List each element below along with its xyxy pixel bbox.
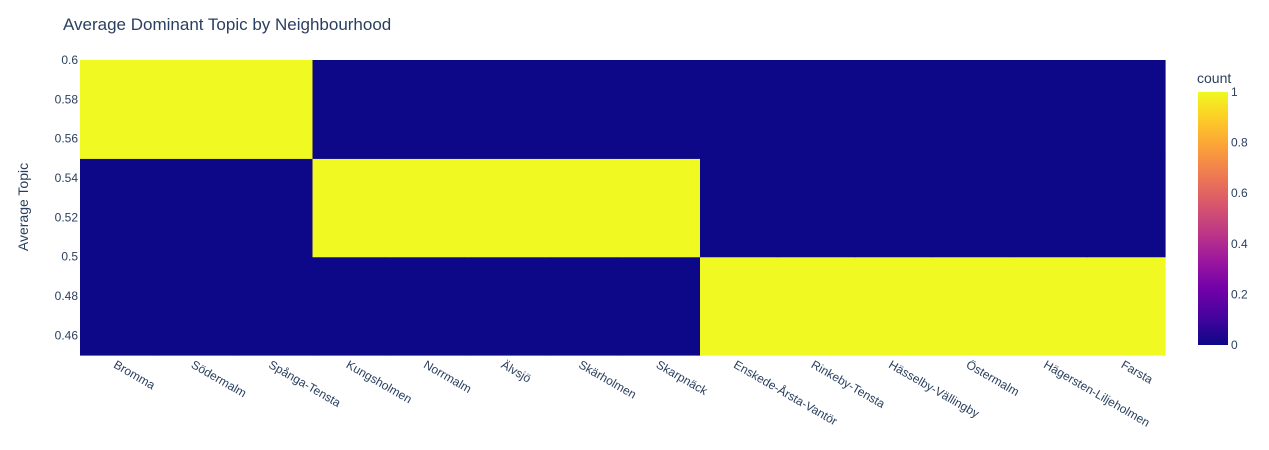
colorbar-tick-label: 0 xyxy=(1231,338,1238,352)
heatmap-cell xyxy=(390,158,469,258)
heatmap-cell xyxy=(235,256,314,356)
heatmap-cell xyxy=(312,256,391,356)
heatmap-cell xyxy=(622,256,701,356)
heatmap-cell xyxy=(700,60,779,159)
heatmap-cell xyxy=(1087,256,1166,356)
x-tick-label: Älvsjö xyxy=(499,357,534,385)
heatmap-cell xyxy=(1087,60,1166,159)
chart-title: Average Dominant Topic by Neighbourhood xyxy=(63,15,391,34)
heatmap-cell xyxy=(777,60,856,159)
heatmap-cell xyxy=(80,158,159,258)
colorbar-title: count xyxy=(1197,70,1231,86)
heatmap-cell xyxy=(622,158,701,258)
colorbar xyxy=(1198,92,1228,345)
heatmap-cell xyxy=(80,60,159,159)
y-tick-label: 0.54 xyxy=(55,171,79,185)
heatmap-cell xyxy=(390,60,469,159)
heatmap-cell xyxy=(777,256,856,356)
heatmap-cell xyxy=(467,60,546,159)
y-axis-ticks: 0.46 0.48 0.5 0.52 0.54 0.56 0.58 0.6 xyxy=(55,53,79,342)
heatmap-cell xyxy=(1010,256,1089,356)
heatmap-cell xyxy=(1087,158,1166,258)
y-tick-label: 0.52 xyxy=(55,210,79,224)
y-tick-label: 0.56 xyxy=(55,132,79,146)
heatmap-cell xyxy=(312,60,391,159)
x-tick-label: Norrmalm xyxy=(421,357,474,395)
heatmap-cell xyxy=(545,158,624,258)
heatmap-cell xyxy=(855,158,934,258)
x-axis-ticks: Bromma Södermalm Spånga-Tensta Kungsholmen N… xyxy=(111,357,1155,430)
colorbar-tick-label: 0.6 xyxy=(1231,186,1248,200)
colorbar-tick-label: 0.4 xyxy=(1231,237,1248,251)
heatmap-cell xyxy=(932,256,1011,356)
heatmap-cell xyxy=(157,256,236,356)
heatmap-cell xyxy=(932,158,1011,258)
heatmap-cell xyxy=(312,158,391,258)
heatmap-cell xyxy=(622,60,701,159)
heatmap-cell xyxy=(545,256,624,356)
y-axis-title: Average Topic xyxy=(15,163,31,251)
y-tick-label: 0.58 xyxy=(55,92,79,106)
heatmap-cell xyxy=(1010,60,1089,159)
x-tick-label: Bromma xyxy=(111,357,158,392)
y-tick-label: 0.48 xyxy=(55,289,79,303)
heatmap-cell xyxy=(700,256,779,356)
y-tick-label: 0.46 xyxy=(55,328,79,342)
heatmap-cell xyxy=(467,256,546,356)
y-tick-label: 0.5 xyxy=(61,250,78,264)
colorbar-tick-label: 0.2 xyxy=(1231,287,1248,301)
x-tick-label: Skarpnäck xyxy=(654,357,711,398)
heatmap-cell xyxy=(855,256,934,356)
heatmap-cell xyxy=(545,60,624,159)
heatmap-cell xyxy=(157,158,236,258)
heatmap-cell xyxy=(777,158,856,258)
colorbar-tick-label: 1 xyxy=(1231,85,1238,99)
heatmap-cell xyxy=(1010,158,1089,258)
heatmap-cell xyxy=(390,256,469,356)
x-tick-label: Kungsholmen xyxy=(344,357,415,406)
heatmap-cell xyxy=(855,60,934,159)
x-tick-label: Östermalm xyxy=(964,357,1022,398)
heatmap-cell xyxy=(467,158,546,258)
heatmap-cell xyxy=(700,158,779,258)
colorbar-ticks: 0 0.2 0.4 0.6 0.8 1 xyxy=(1231,85,1248,352)
heatmap-cell xyxy=(932,60,1011,159)
y-tick-label: 0.6 xyxy=(61,53,78,67)
x-tick-label: Södermalm xyxy=(189,357,249,400)
heatmap-cell xyxy=(80,256,159,356)
x-tick-label: Rinkeby-Tensta xyxy=(809,357,888,411)
heatmap-cells xyxy=(80,60,1166,356)
colorbar-tick-label: 0.8 xyxy=(1231,136,1248,150)
heatmap-cell xyxy=(157,60,236,159)
heatmap-cell xyxy=(235,60,314,159)
x-tick-label: Farsta xyxy=(1119,357,1156,386)
x-tick-label: Skärholmen xyxy=(576,357,638,401)
heatmap-cell xyxy=(235,158,314,258)
x-tick-label: Spånga-Tensta xyxy=(266,357,343,410)
